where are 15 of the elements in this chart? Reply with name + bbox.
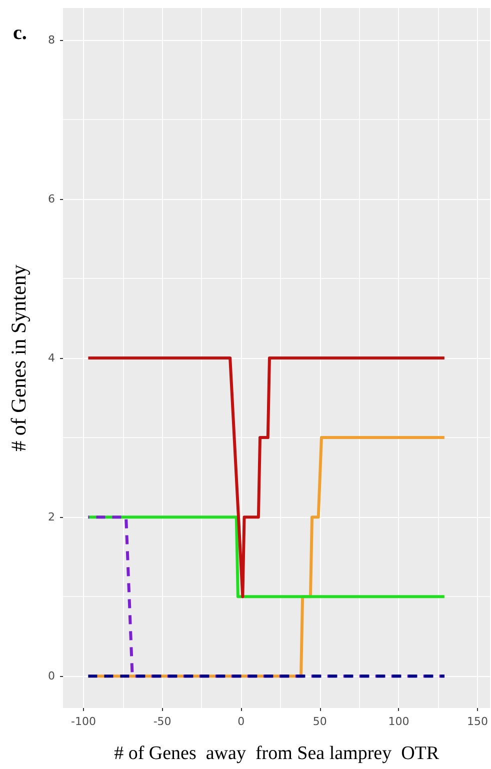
- line-series: [86, 356, 446, 598]
- y-tick-label: 4: [48, 352, 55, 364]
- y-tick-label: 0: [48, 670, 55, 683]
- x-tick-label: 50: [312, 715, 327, 728]
- x-tick-label: 150: [467, 715, 488, 728]
- text: c.: [13, 22, 27, 44]
- y-tick-label: 2: [48, 510, 55, 524]
- x-axis-title: # of Genes away from Sea lamprey OTR: [114, 743, 440, 764]
- y-tick-label: 6: [48, 192, 55, 206]
- x-tick-label: 100: [388, 715, 410, 728]
- x-tick-label: -100: [71, 715, 96, 728]
- y-axis-title: # of Genes in Synteny: [6, 264, 30, 452]
- x-tick-label: -50: [153, 715, 172, 728]
- y-tick-label: 8: [48, 33, 55, 46]
- x-tick-label: 0: [238, 715, 245, 728]
